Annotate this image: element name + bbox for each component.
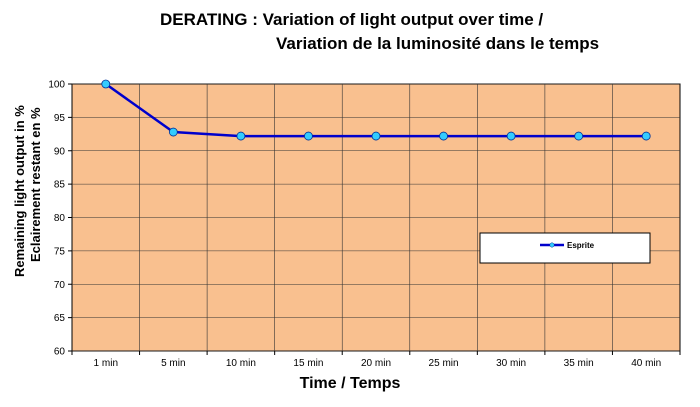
x-tick-label: 20 min [361,358,391,369]
data-point [641,131,651,141]
x-tick-label: 30 min [496,358,526,369]
x-tick-label: 10 min [226,358,256,369]
legend-marker [549,242,555,248]
x-tick-label: 5 min [161,358,185,369]
y-tick-label: 85 [54,180,66,191]
y-tick-label: 70 [54,280,66,291]
data-point [236,131,246,141]
data-point [371,131,381,141]
y-tick-label: 95 [54,113,66,124]
legend-label: Esprite [567,241,595,250]
data-point [506,131,516,141]
data-point [101,79,111,89]
y-tick-label: 90 [54,146,66,157]
x-tick-label: 1 min [94,358,118,369]
x-tick-label: 35 min [564,358,594,369]
x-tick-label: 40 min [631,358,661,369]
y-tick-label: 80 [54,213,66,224]
data-point [574,131,584,141]
y-tick-label: 65 [54,313,66,324]
data-point [439,131,448,141]
data-point [304,131,313,141]
chart-title-line-1: DERATING : Variation of light output ove… [160,10,544,29]
chart-title-line-2: Variation de la luminosité dans le temps [276,34,600,53]
legend-box [479,232,651,264]
y-tick-label: 100 [48,80,65,91]
data-point [168,127,178,137]
y-tick-label: 75 [54,246,66,257]
y-tick-label: 60 [54,347,66,358]
x-axis-label: Time / Temps [299,375,401,392]
x-tick-label: 25 min [429,358,459,369]
x-tick-label: 15 min [293,358,323,369]
